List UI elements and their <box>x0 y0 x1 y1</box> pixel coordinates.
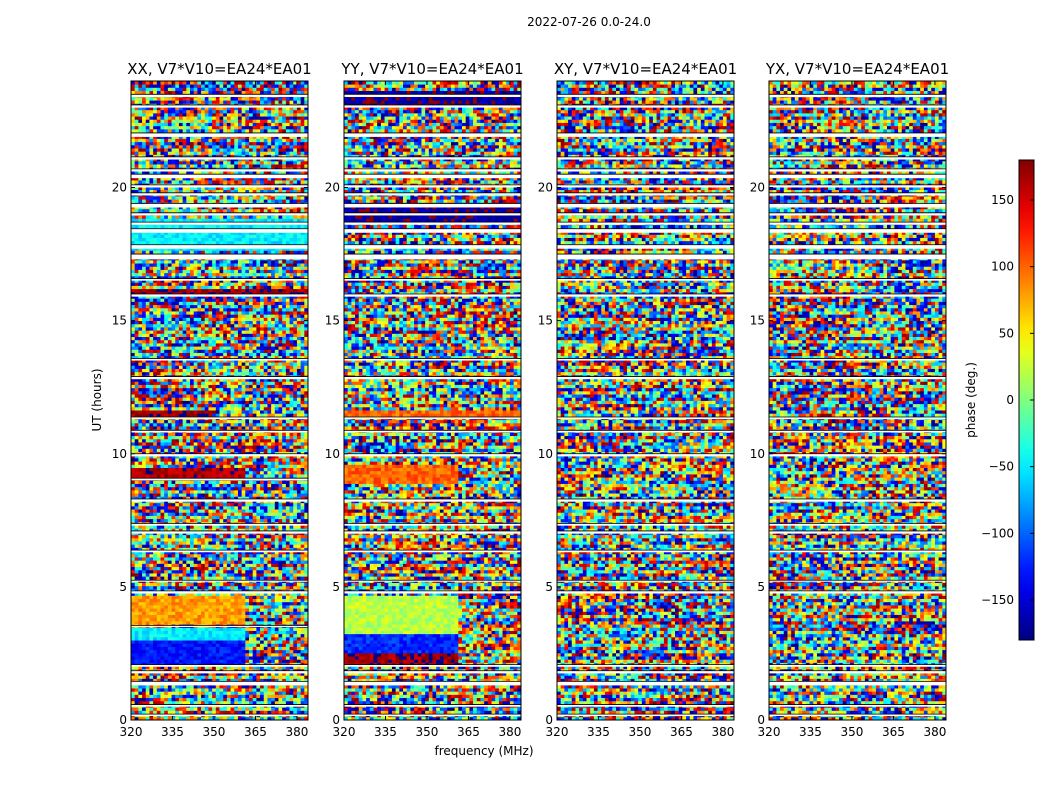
y-tick-label: 0 <box>332 713 340 727</box>
y-tick-label: 5 <box>119 580 127 594</box>
x-tick-label: 320 <box>546 725 569 739</box>
panel-frame <box>343 80 522 721</box>
panel-title: YX, V7*V10=EA24*EA01 <box>765 60 949 78</box>
colorbar-tick-label: 50 <box>999 326 1014 340</box>
panel-frame <box>130 80 309 721</box>
y-tick-label: 0 <box>757 713 765 727</box>
y-axis-label: UT (hours) <box>90 368 104 431</box>
phase-image <box>557 81 734 720</box>
x-tick-label: 350 <box>203 725 226 739</box>
x-tick-label: 320 <box>758 725 781 739</box>
colorbar-tick-label: −100 <box>981 526 1014 540</box>
colorbar-tick-label: 100 <box>991 260 1014 274</box>
y-tick-label: 15 <box>750 314 765 328</box>
figure-title: 2022-07-26 0.0-24.0 <box>527 15 651 29</box>
y-tick-label: 15 <box>112 314 127 328</box>
y-tick-label: 15 <box>538 314 553 328</box>
x-tick-label: 380 <box>711 725 734 739</box>
y-tick-label: 10 <box>750 447 765 461</box>
y-tick-label: 5 <box>332 580 340 594</box>
panel-frame <box>768 80 947 721</box>
x-tick-label: 365 <box>457 725 480 739</box>
panel-title: XX, V7*V10=EA24*EA01 <box>127 60 311 78</box>
y-tick-label: 0 <box>545 713 553 727</box>
x-tick-label: 350 <box>629 725 652 739</box>
x-tick-label: 365 <box>670 725 693 739</box>
y-tick-label: 5 <box>545 580 553 594</box>
phase-image <box>769 81 946 720</box>
y-tick-label: 15 <box>325 314 340 328</box>
phase-image <box>131 81 308 720</box>
x-tick-label: 365 <box>244 725 267 739</box>
y-tick-label: 10 <box>325 447 340 461</box>
panel-0: XX, V7*V10=EA24*EA01 320 335 350 365 380 0 5 10 1… <box>112 60 312 739</box>
x-axis-label: frequency (MHz) <box>434 744 533 758</box>
x-tick-label: 350 <box>841 725 864 739</box>
x-tick-label: 320 <box>333 725 356 739</box>
y-tick-label: 20 <box>538 181 553 195</box>
panel-2: XY, V7*V10=EA24*EA01 320 335 350 365 380 0 5 10 1… <box>538 60 737 739</box>
x-tick-label: 335 <box>374 725 397 739</box>
y-tick-label: 20 <box>750 181 765 195</box>
panel-title: YY, V7*V10=EA24*EA01 <box>340 60 523 78</box>
panel-frame <box>556 80 735 721</box>
y-tick-label: 0 <box>119 713 127 727</box>
y-tick-label: 20 <box>112 181 127 195</box>
colorbar: −150 −100 −50 0 50 100 150 <box>981 159 1035 641</box>
panel-1: YY, V7*V10=EA24*EA01 320 335 350 365 380 0 5 10 1… <box>325 60 524 739</box>
phase-image <box>344 81 521 720</box>
y-tick-label: 5 <box>757 580 765 594</box>
x-tick-label: 380 <box>285 725 308 739</box>
panel-title: XY, V7*V10=EA24*EA01 <box>554 60 737 78</box>
x-tick-label: 335 <box>799 725 822 739</box>
y-tick-label: 10 <box>112 447 127 461</box>
x-tick-label: 380 <box>923 725 946 739</box>
colorbar-label: phase (deg.) <box>964 362 978 438</box>
x-tick-label: 320 <box>120 725 143 739</box>
colorbar-tick-label: 150 <box>991 193 1014 207</box>
panels: XX, V7*V10=EA24*EA01 320 335 350 365 380 0 5 10 1… <box>112 60 949 739</box>
x-tick-label: 335 <box>587 725 610 739</box>
colorbar-tick-label: 0 <box>1006 393 1014 407</box>
y-tick-label: 20 <box>325 181 340 195</box>
x-tick-label: 335 <box>161 725 184 739</box>
x-tick-label: 350 <box>416 725 439 739</box>
colorbar-tick-label: −50 <box>989 460 1014 474</box>
y-tick-label: 10 <box>538 447 553 461</box>
x-tick-label: 365 <box>882 725 905 739</box>
colorbar-tick-label: −150 <box>981 593 1014 607</box>
x-tick-label: 380 <box>498 725 521 739</box>
panel-3: YX, V7*V10=EA24*EA01 320 335 350 365 380 0 5 10 1… <box>750 60 949 739</box>
